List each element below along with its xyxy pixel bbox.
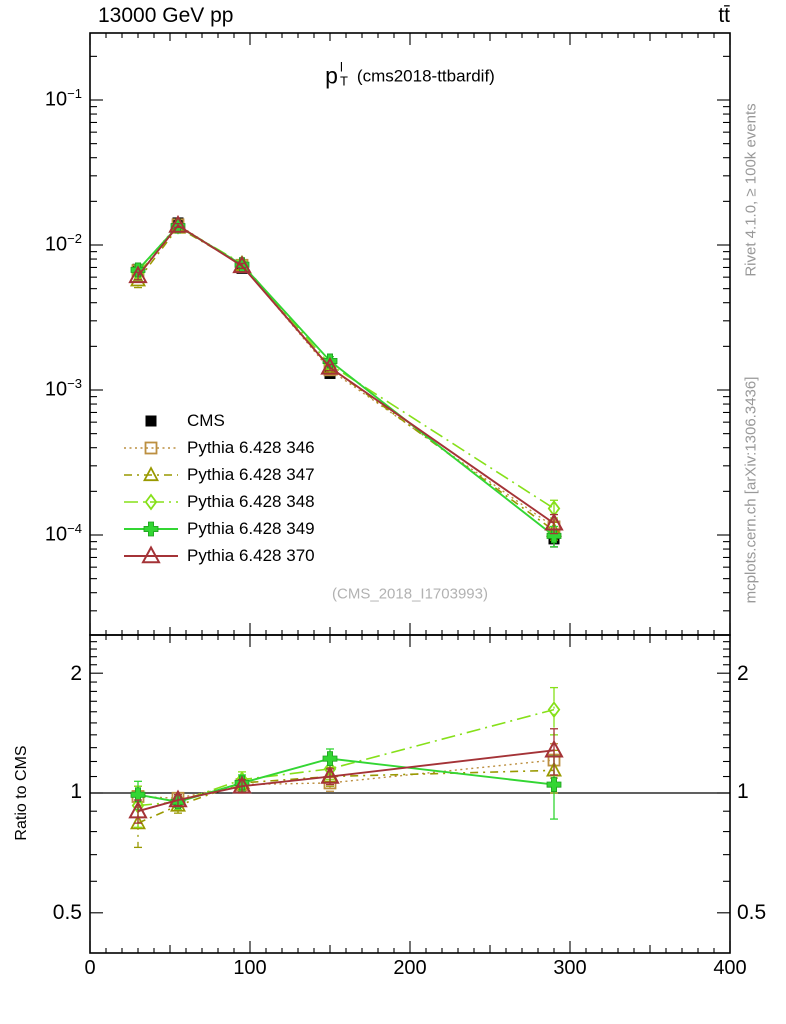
xtick-100: 100 <box>233 957 267 979</box>
beam-energy-label: 13000 GeV pp <box>98 4 234 27</box>
process-label: tt̄ <box>718 4 730 27</box>
xtick-200: 200 <box>393 957 427 979</box>
observable-symbol: p <box>325 62 338 89</box>
rivet-version-note: Rivet 4.1.0, ≥ 100k events <box>742 103 760 277</box>
ratio-tick-left-0p5: 0.5 <box>52 901 82 924</box>
observable-sup: l <box>339 59 343 75</box>
analysis-id-watermark: (CMS_2018_I1703993) <box>332 585 488 603</box>
ytick-1e-2: 10−2 <box>44 231 82 256</box>
ratio-tick-right-0p5: 0.5 <box>737 901 767 924</box>
ytick-1e-3: 10−3 <box>44 376 82 401</box>
ratio-tick-right-1: 1 <box>737 780 749 803</box>
mcplots-arxiv-note: mcplots.cern.ch [arXiv:1306.3436] <box>742 376 760 604</box>
legend-label-pythia-346: Pythia 6.428 346 <box>187 438 315 457</box>
ytick-1e-4: 10−4 <box>44 521 82 546</box>
legend-label-pythia-370: Pythia 6.428 370 <box>187 546 315 565</box>
ytick-1e-1: 10−1 <box>44 86 82 111</box>
legend-label-cms: CMS <box>187 411 225 430</box>
observable-sub: T <box>339 73 348 88</box>
ratio-tick-left-1: 1 <box>70 780 82 803</box>
ratio-tick-left-2: 2 <box>70 662 82 685</box>
xtick-400: 400 <box>713 957 747 979</box>
ratio-axis-title: Ratio to CMS <box>13 745 30 841</box>
xtick-300: 300 <box>553 957 587 979</box>
ratio-tick-right-2: 2 <box>737 662 749 685</box>
analysis-tag: (cms2018-ttbardif) <box>356 66 495 85</box>
legend-label-pythia-347: Pythia 6.428 347 <box>187 465 315 484</box>
legend-label-pythia-349: Pythia 6.428 349 <box>187 519 315 538</box>
legend-label-pythia-348: Pythia 6.428 348 <box>187 492 315 511</box>
xtick-0: 0 <box>84 957 96 979</box>
